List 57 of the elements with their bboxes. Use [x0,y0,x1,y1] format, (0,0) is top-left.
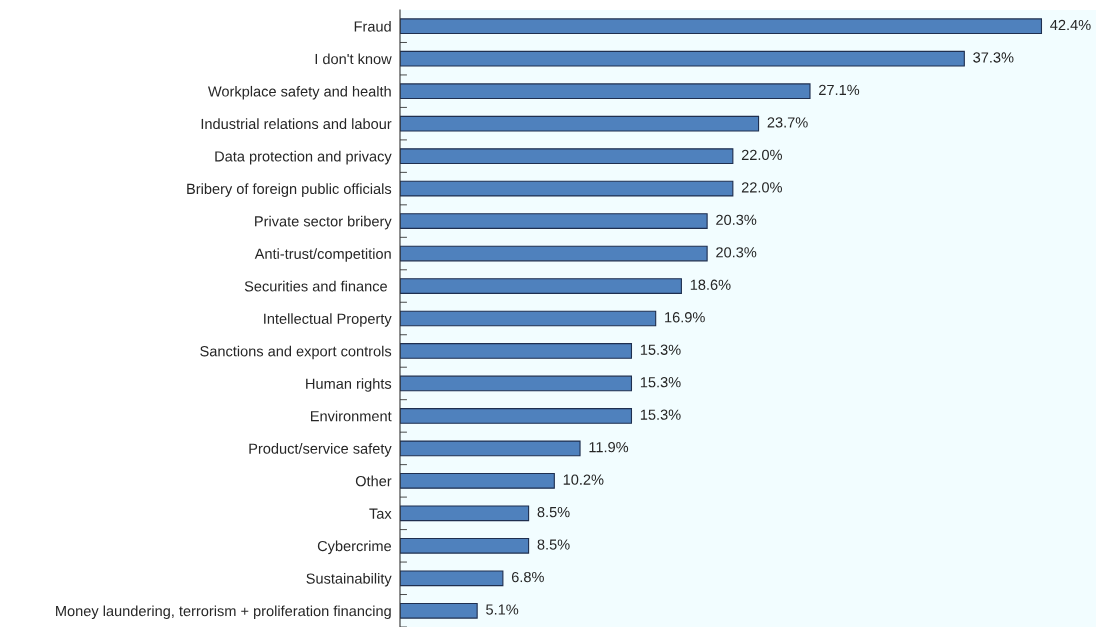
y-tick-label: Money laundering, terrorism + proliferation financing [56,605,391,620]
data-label: 20.3% [716,247,757,258]
bar [400,537,530,554]
data-label: 42.4% [1050,19,1091,31]
data-label: 8.5% [537,539,570,550]
y-tick-label: I don't know [315,53,392,65]
y-tick-label: Intellectual Property [264,313,392,327]
y-tick-label: Workplace safety and health [207,85,391,100]
y-tick-label: Fraud [354,20,391,32]
y-tick-label: Sustainability [306,573,392,587]
y-tick-label: Tax [369,508,392,519]
bar [400,473,555,489]
data-label: 20.3% [716,214,757,225]
bar [400,18,1043,35]
data-label: 5.1% [486,604,519,615]
bar [400,148,734,164]
data-label: 15.3% [640,409,681,420]
bar [400,50,965,67]
data-label: 8.5% [537,506,570,518]
data-label: 6.8% [511,571,544,583]
y-tick-label: Bribery of foreign public officials [187,183,392,197]
y-tick-label: Environment [311,410,392,422]
data-label: 15.3% [640,344,681,355]
bar [400,375,633,392]
bar [400,440,581,457]
y-tick-label: Data protection and privacy [215,150,392,165]
bar [400,278,682,294]
y-tick-label: Product/service safety [249,443,392,457]
data-label: 11.9% [589,441,629,453]
y-tick-label: Other [355,475,392,487]
bar [400,83,811,100]
bar [400,408,633,424]
y-tick-label: Sanctions and export controls [200,345,392,360]
y-tick-label: Industrial relations and labour [201,118,392,130]
bar [400,505,530,522]
data-label: 22.0% [741,182,783,193]
data-label: 16.9% [665,312,705,323]
y-tick-label: Securities and finance [244,280,387,292]
data-label: 22.0% [741,149,783,161]
data-label: 37.3% [973,52,1014,63]
data-label: 10.2% [563,474,604,485]
data-label: 18.6% [690,279,731,290]
y-tick-label: Cybercrime [317,540,392,555]
data-label: 15.3% [640,377,681,388]
bar [400,115,760,132]
bar [400,602,478,619]
y-tick-label: Human rights [306,378,392,392]
y-tick-label: Private sector bribery [255,215,392,230]
y-tick-label: Anti-trust/competition [254,248,391,262]
bar [400,343,633,359]
bar [400,245,708,262]
data-label: 27.1% [819,84,860,96]
bar [400,213,708,229]
bar [400,180,734,197]
data-label: 23.7% [767,117,808,128]
bar [400,570,504,587]
bar [400,310,657,327]
